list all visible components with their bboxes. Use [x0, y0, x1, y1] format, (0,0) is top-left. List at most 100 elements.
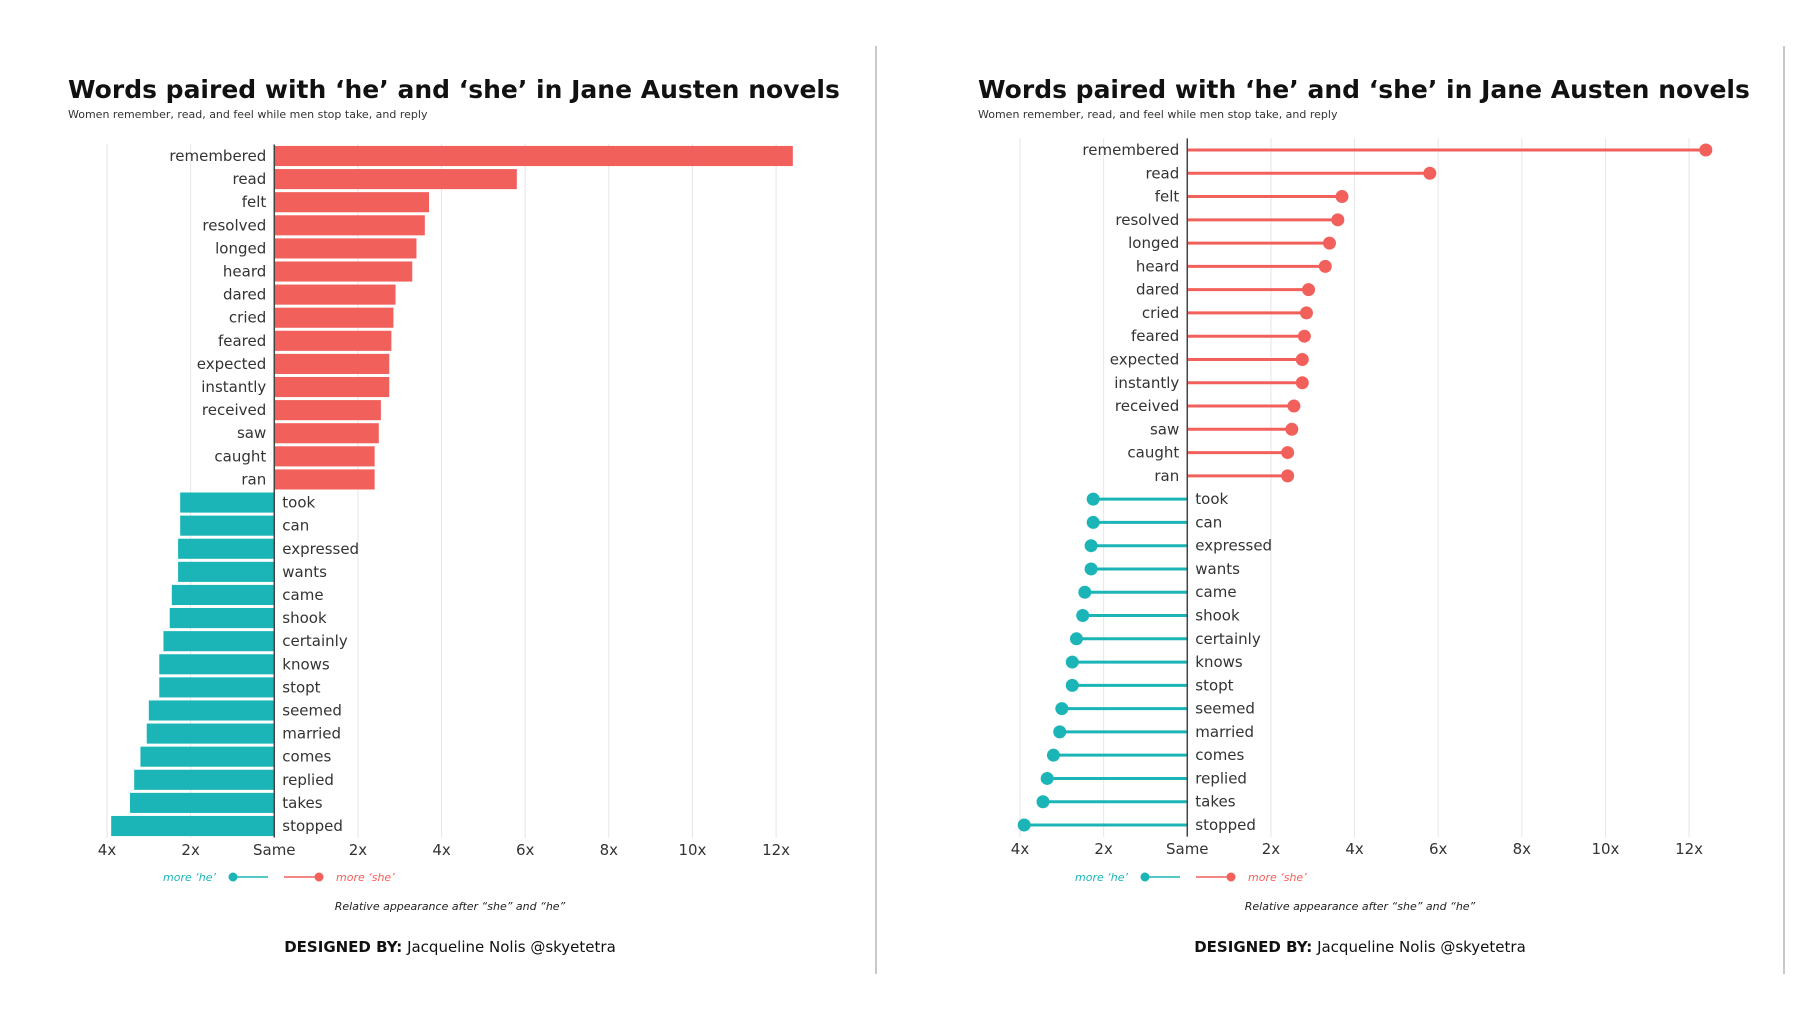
category-label: expected: [1110, 350, 1179, 368]
x-tick-label: 4x: [1345, 840, 1364, 858]
point-expected: [1295, 352, 1309, 366]
category-label: certainly: [282, 632, 348, 650]
category-label: felt: [242, 193, 267, 211]
category-label: expected: [197, 355, 266, 373]
bar-resolved: [274, 215, 425, 236]
category-label: took: [1195, 490, 1228, 508]
bar-stopped: [111, 815, 275, 837]
category-label: wants: [1195, 560, 1240, 578]
bar-felt: [274, 192, 429, 213]
bar-replied: [134, 769, 275, 790]
category-label: heard: [223, 263, 266, 281]
category-label: comes: [1195, 746, 1244, 764]
category-label: received: [1115, 397, 1179, 415]
category-label: married: [1195, 723, 1254, 741]
point-can: [1086, 515, 1100, 529]
bar-certainly: [163, 631, 275, 652]
x-tick-label: 2x: [181, 841, 200, 859]
bar-dared: [274, 284, 396, 305]
point-knows: [1065, 655, 1079, 669]
category-label: longed: [215, 239, 266, 257]
x-tick-label: Same: [253, 841, 296, 859]
category-label: certainly: [1195, 630, 1261, 648]
x-tick-label: 6x: [516, 841, 535, 859]
bar-feared: [274, 330, 392, 351]
bar-heard: [274, 261, 413, 282]
legend-she-marker: [1226, 872, 1236, 882]
x-tick-label: 4x: [98, 841, 117, 859]
bar-instantly: [274, 376, 390, 398]
bar-received: [274, 400, 381, 421]
point-replied: [1040, 771, 1054, 785]
category-label: received: [202, 401, 266, 419]
category-label: resolved: [1115, 211, 1179, 229]
category-label: feared: [218, 332, 266, 350]
point-seemed: [1055, 702, 1069, 716]
credit-name: Jacqueline Nolis @skyetetra: [1316, 938, 1526, 956]
chart-title: Words paired with ‘he’ and ‘she’ in Jane…: [978, 75, 1750, 104]
point-comes: [1046, 748, 1060, 762]
lollipop-chart: Words paired with ‘he’ and ‘she’ in Jane…: [978, 75, 1750, 956]
point-felt: [1335, 190, 1349, 204]
bar-read: [274, 169, 517, 190]
legend-she-marker: [314, 872, 324, 882]
category-label: replied: [282, 771, 334, 789]
category-label: cried: [229, 309, 266, 327]
point-saw: [1285, 422, 1299, 436]
point-stopped: [1017, 818, 1031, 832]
category-label: can: [282, 517, 309, 535]
category-label: remembered: [169, 147, 266, 165]
credit-line: DESIGNED BY: Jacqueline Nolis @skyetetra: [284, 938, 616, 956]
category-label: instantly: [201, 378, 266, 396]
point-married: [1053, 725, 1067, 739]
category-label: dared: [223, 286, 266, 304]
point-dared: [1302, 283, 1316, 297]
bar-chart-panel: Words paired with ‘he’ and ‘she’ in Jane…: [0, 0, 880, 1012]
point-expressed: [1084, 539, 1098, 553]
category-label: longed: [1128, 234, 1179, 252]
category-label: felt: [1155, 188, 1180, 206]
category-label: shook: [1195, 607, 1240, 625]
bar-longed: [274, 238, 417, 259]
point-received: [1287, 399, 1301, 413]
category-label: took: [282, 494, 315, 512]
category-label: stopt: [282, 678, 320, 696]
bar-chart: Words paired with ‘he’ and ‘she’ in Jane…: [68, 75, 840, 956]
bar-expressed: [178, 538, 275, 559]
point-shook: [1076, 609, 1090, 623]
category-label: comes: [282, 748, 331, 766]
category-label: saw: [237, 424, 266, 442]
x-axis-label: Relative appearance after “she” and “he”: [1245, 900, 1476, 913]
category-label: knows: [282, 655, 330, 673]
category-label: ran: [1154, 467, 1179, 485]
chart-subtitle: Women remember, read, and feel while men…: [978, 108, 1338, 121]
category-label: stopt: [1195, 676, 1233, 694]
point-resolved: [1331, 213, 1345, 227]
bar-wants: [178, 561, 275, 582]
bar-can: [180, 515, 275, 536]
category-label: seemed: [1195, 700, 1255, 718]
credit-name: Jacqueline Nolis @skyetetra: [406, 938, 616, 956]
point-ran: [1281, 469, 1295, 483]
credit-line: DESIGNED BY: Jacqueline Nolis @skyetetra: [1194, 938, 1526, 956]
point-came: [1078, 585, 1092, 599]
x-tick-label: 10x: [1591, 840, 1619, 858]
point-instantly: [1295, 376, 1309, 390]
category-label: stopped: [282, 817, 343, 835]
bar-remembered: [274, 145, 793, 167]
x-tick-label: 12x: [1675, 840, 1703, 858]
x-tick-label: 2x: [1262, 840, 1281, 858]
panel-divider: [875, 46, 877, 974]
x-tick-label: 8x: [1513, 840, 1532, 858]
point-remembered: [1699, 143, 1713, 157]
category-label: takes: [282, 794, 322, 812]
category-label: came: [282, 586, 323, 604]
x-tick-label: 4x: [432, 841, 451, 859]
bar-cried: [274, 307, 394, 328]
panel-divider-right: [1783, 46, 1785, 974]
category-label: expressed: [1195, 537, 1272, 555]
category-label: married: [282, 725, 341, 743]
category-label: knows: [1195, 653, 1243, 671]
x-tick-label: 10x: [678, 841, 706, 859]
x-tick-label: 8x: [600, 841, 619, 859]
